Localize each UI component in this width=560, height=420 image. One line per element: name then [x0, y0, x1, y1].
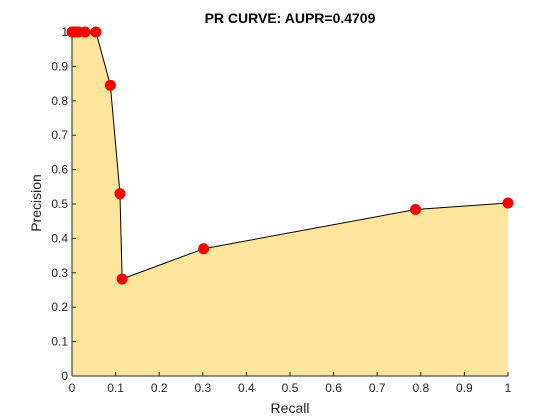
y-tick-label: 0.2 [51, 300, 68, 314]
data-point [90, 26, 102, 38]
y-tick-label: 1 [61, 25, 68, 39]
data-point [114, 188, 126, 200]
data-point [410, 204, 422, 216]
y-tick-label: 0.6 [51, 163, 68, 177]
x-tick-label: 0.8 [412, 381, 429, 395]
data-point [104, 79, 116, 91]
y-tick-label: 0.8 [51, 94, 68, 108]
x-tick-label: 0.3 [194, 381, 211, 395]
data-point [198, 243, 210, 255]
y-tick-label: 0.4 [51, 231, 68, 245]
x-tick-label: 0.1 [107, 381, 124, 395]
x-tick-label: 0.5 [282, 381, 299, 395]
y-tick-label: 0.9 [51, 59, 68, 73]
x-axis-label: Recall [271, 400, 310, 416]
data-point [502, 197, 514, 209]
plot-area: 0 0.1 0.2 0.3 0.4 0.5 0.6 0.7 0.8 0.9 1 0 0.1 0.2 0.3 0… [51, 25, 514, 395]
x-tick-label: 0.6 [325, 381, 342, 395]
x-tick-label: 0.4 [238, 381, 255, 395]
x-tick-label: 0.2 [151, 381, 168, 395]
chart-title: PR CURVE: AUPR=0.4709 [205, 10, 376, 26]
x-tick-label: 1 [505, 381, 512, 395]
area-fill [72, 32, 508, 376]
x-tick-label: 0.7 [369, 381, 386, 395]
data-point [116, 273, 128, 285]
y-tick-label: 0.7 [51, 128, 68, 142]
y-tick-label: 0.1 [51, 335, 68, 349]
y-tick-label: 0 [61, 369, 68, 383]
x-tick-label: 0.9 [456, 381, 473, 395]
x-tick-label: 0 [69, 381, 76, 395]
y-tick-label: 0.3 [51, 266, 68, 280]
y-tick-label: 0.5 [51, 197, 68, 211]
y-axis-label: Precision [28, 174, 44, 232]
data-point [79, 26, 91, 38]
